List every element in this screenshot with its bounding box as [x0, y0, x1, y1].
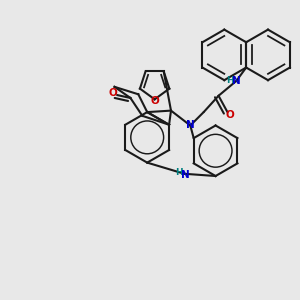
Text: O: O	[108, 88, 117, 98]
Text: O: O	[150, 96, 159, 106]
Text: N: N	[182, 170, 190, 180]
Text: O: O	[226, 110, 234, 120]
Text: H: H	[226, 76, 234, 85]
Text: N: N	[232, 76, 241, 86]
Text: H: H	[175, 168, 183, 177]
Text: N: N	[186, 121, 195, 130]
